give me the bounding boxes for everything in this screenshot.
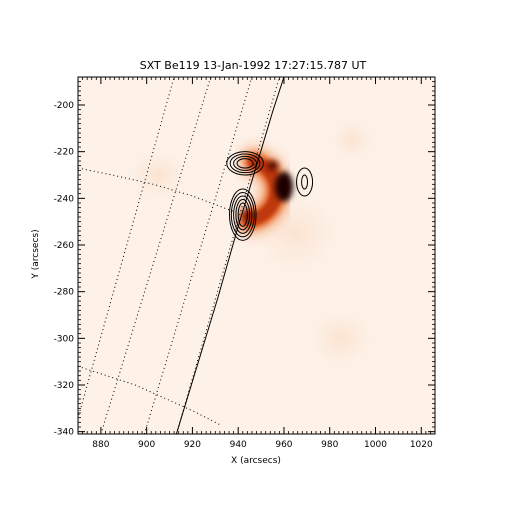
contour-level-1-1 — [237, 202, 248, 227]
y-axis-ticks: -200 -220 -240 -260 -280 -300 -320 -340 — [54, 76, 435, 438]
x-tick-label: 1000 — [364, 440, 387, 450]
x-axis-label: X (arcsecs) — [231, 456, 281, 466]
diffuse-emission — [296, 298, 387, 379]
x-tick-label: 940 — [230, 440, 247, 450]
loop-core — [242, 155, 282, 227]
contour-level-1-4 — [230, 192, 255, 238]
x-tick-label: 1020 — [410, 440, 433, 450]
contour-level-3-2 — [296, 167, 314, 197]
y-tick-label: -340 — [54, 428, 75, 438]
contour-level-2-1 — [236, 158, 254, 169]
y-tick-label: -320 — [54, 381, 75, 391]
y-tick-label: -260 — [54, 241, 75, 251]
x-tick-label: 960 — [275, 440, 292, 450]
x-tick-label: 980 — [321, 440, 338, 450]
y-tick-label: -240 — [54, 194, 75, 204]
contour-level-3-1 — [301, 174, 309, 190]
contour-level-2-3 — [229, 153, 261, 174]
contour-level-1-2 — [235, 199, 251, 231]
x-axis-ticks: 880 900 920 940 960 980 1000 1020 — [77, 77, 436, 450]
y-tick-label: -280 — [54, 288, 75, 298]
contour-level-2-2 — [233, 155, 258, 171]
contour-level-1-3 — [233, 195, 253, 234]
diffuse-emission — [118, 140, 199, 210]
diffuse-emission — [322, 110, 383, 170]
y-tick-label: -200 — [54, 101, 75, 111]
xray-intensity-map — [78, 77, 435, 434]
x-tick-label: 880 — [92, 440, 109, 450]
contour-level-1-5 — [228, 188, 257, 241]
x-tick-label: 920 — [184, 440, 201, 450]
y-axis-label: Y (arcsecs) — [31, 229, 41, 279]
contour-overlay — [226, 151, 314, 241]
y-tick-label: -220 — [54, 148, 75, 158]
y-tick-label: -300 — [54, 334, 75, 344]
plot-title: SXT Be119 13-Jan-1992 17:27:15.787 UT — [140, 59, 367, 72]
x-tick-label: 900 — [138, 440, 155, 450]
contour-level-2-4 — [226, 151, 264, 176]
north-footpoint-peak — [266, 160, 279, 171]
loop-top-peak — [274, 171, 293, 202]
